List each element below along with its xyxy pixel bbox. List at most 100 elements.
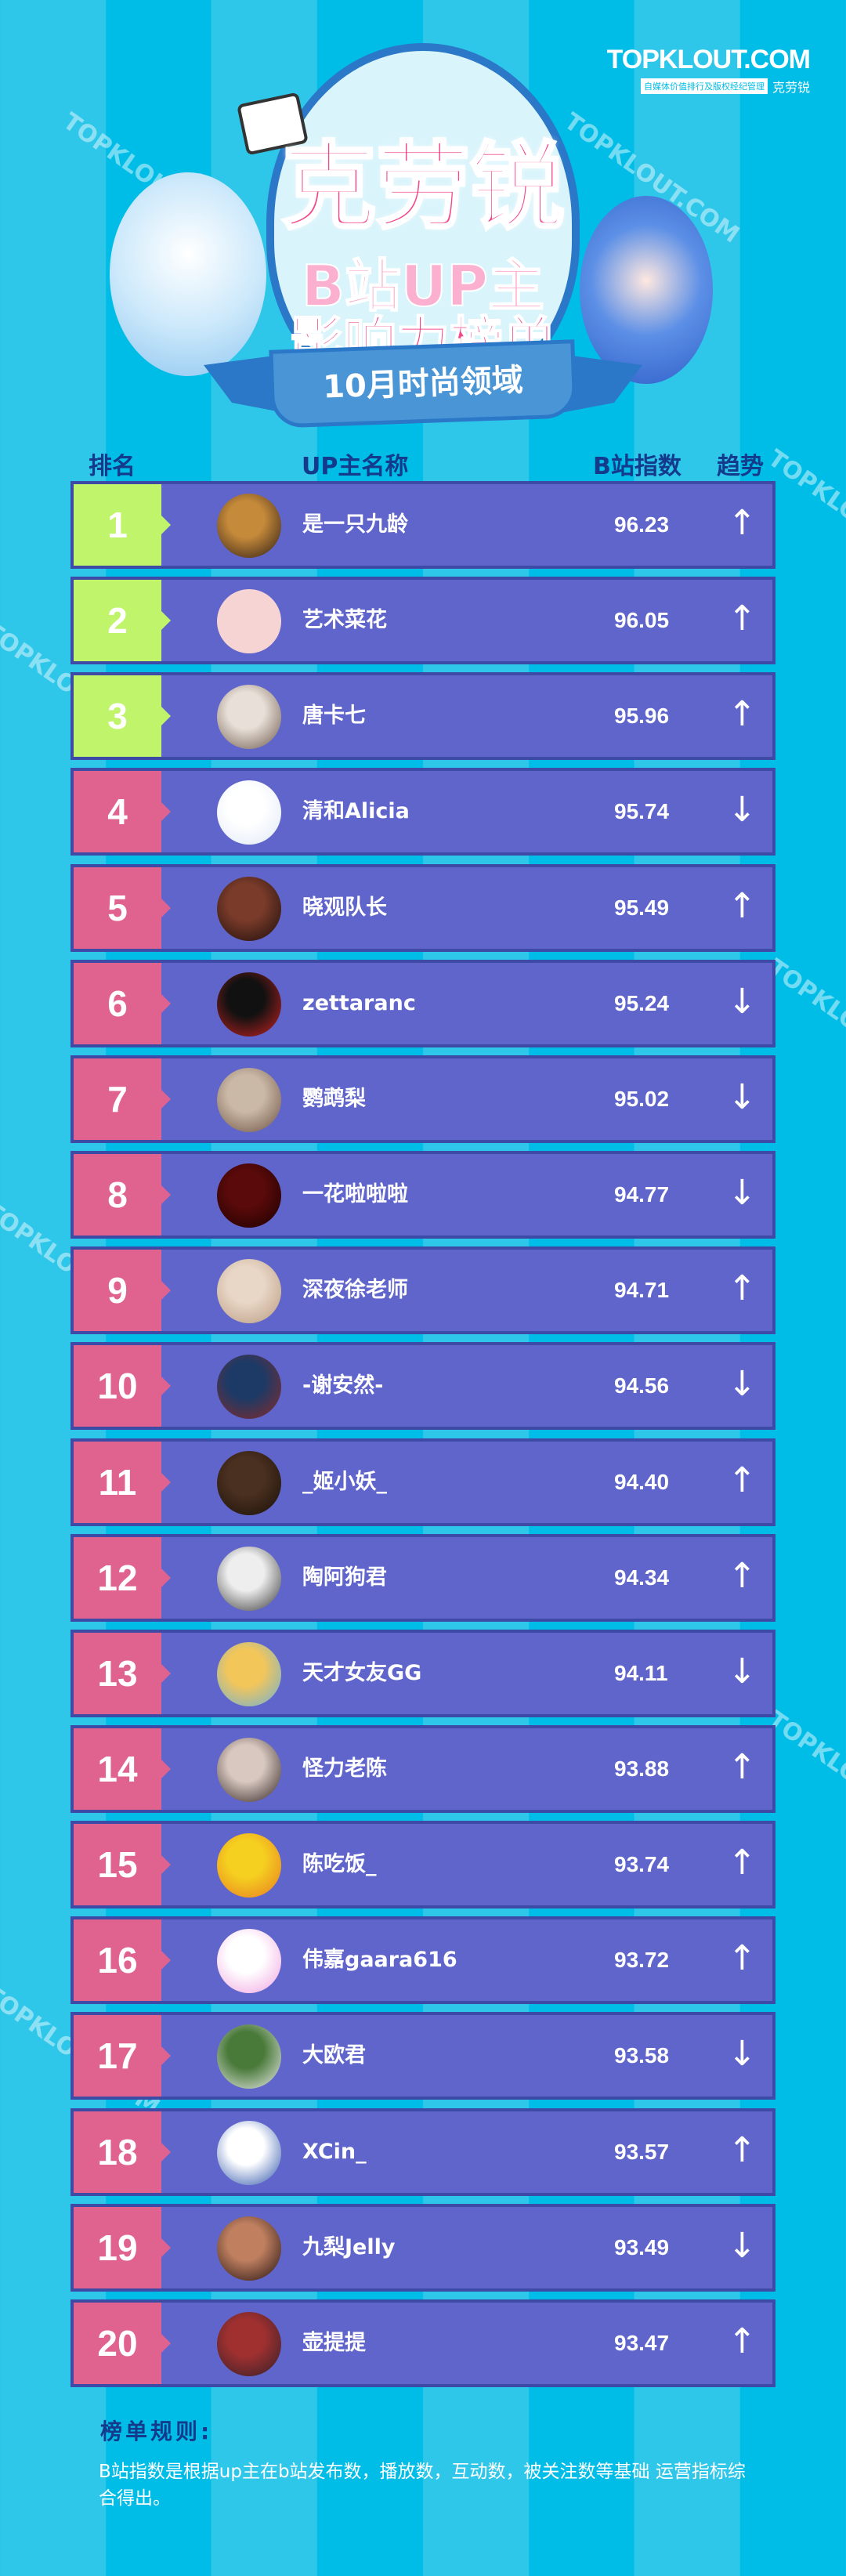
- mascot-right: [580, 196, 713, 384]
- avatar: [217, 1450, 281, 1515]
- rank-badge: 15: [74, 1824, 171, 1906]
- arrow-up-icon: ↑: [728, 885, 757, 926]
- avatar: [217, 1067, 281, 1132]
- rank-badge: 2: [74, 580, 171, 662]
- arrow-up-icon: ↑: [728, 2321, 757, 2361]
- up-name: -谢安然-: [302, 1373, 384, 1398]
- avatar: [217, 589, 281, 654]
- brand-tagline: 自媒体价值排行及版权经纪管理: [640, 78, 768, 94]
- arrow-down-icon: ↓: [728, 2034, 757, 2075]
- table-row: 2 艺术菜花 96.05 ↑: [70, 577, 776, 665]
- bilibili-index: 95.49: [614, 895, 670, 920]
- arrow-up-icon: ↑: [728, 694, 757, 735]
- arrow-up-icon: ↑: [728, 2129, 757, 2170]
- bilibili-index: 93.47: [614, 2330, 670, 2355]
- avatar: [217, 1259, 281, 1324]
- avatar: [217, 1641, 281, 1706]
- rank-badge: 11: [74, 1441, 171, 1523]
- up-name: 是一只九龄: [302, 512, 408, 537]
- hero-subtitle: B站UP主: [301, 253, 545, 319]
- table-row: 1 是一只九龄 96.23 ↑: [70, 481, 776, 569]
- rank-badge: 6: [74, 962, 171, 1044]
- table-row: 10 -谢安然- 94.56 ↓: [70, 1342, 776, 1431]
- table-row: 12 陶阿狗君 94.34 ↑: [70, 1533, 776, 1622]
- avatar: [217, 685, 281, 750]
- hero-title: 克劳锐: [280, 133, 566, 242]
- up-name: 一花啦啦啦: [302, 1182, 408, 1207]
- bilibili-index: 94.11: [614, 1660, 668, 1685]
- up-name: 陈吃饭_: [302, 1852, 377, 1877]
- rank-badge: 12: [74, 1536, 171, 1619]
- bilibili-index: 94.71: [614, 1278, 670, 1303]
- arrow-down-icon: ↓: [728, 1651, 757, 1691]
- up-name: 晓观队长: [302, 895, 387, 920]
- table-row: 7 鹦鹉梨 95.02 ↓: [70, 1055, 776, 1143]
- up-name: 伟嘉gaara616: [302, 1948, 457, 1973]
- brand-name: 克劳锐: [772, 80, 810, 95]
- up-name: XCin_: [302, 2139, 367, 2164]
- bilibili-index: 93.72: [614, 1948, 670, 1973]
- table-row: 14 怪力老陈 93.88 ↑: [70, 1724, 776, 1813]
- up-name: 鹦鹉梨: [302, 1086, 366, 1111]
- avatar: [217, 2024, 281, 2089]
- bilibili-index: 95.24: [614, 990, 670, 1015]
- bilibili-index: 95.96: [614, 704, 670, 729]
- mascot-left: [110, 172, 266, 376]
- table-row: 11 _姬小妖_ 94.40 ↑: [70, 1438, 776, 1526]
- arrow-down-icon: ↓: [728, 981, 757, 1022]
- rank-badge: 8: [74, 1154, 171, 1236]
- up-name: _姬小妖_: [302, 1469, 387, 1494]
- column-header-index: B站指数: [593, 453, 682, 480]
- table-row: 16 伟嘉gaara616 93.72 ↑: [70, 1916, 776, 2005]
- avatar: [217, 971, 281, 1037]
- rank-badge: 16: [74, 1919, 171, 2002]
- bilibili-index: 94.56: [614, 1373, 670, 1398]
- bilibili-index: 93.88: [614, 1756, 670, 1781]
- up-name: 唐卡七: [302, 704, 366, 729]
- up-name: 九梨Jelly: [302, 2234, 396, 2259]
- brand-logo-text: TOPKLOUT.COM: [606, 45, 811, 74]
- arrow-down-icon: ↓: [728, 1173, 757, 1214]
- rank-badge: 18: [74, 2111, 171, 2193]
- table-row: 5 晓观队长 95.49 ↑: [70, 863, 776, 952]
- rank-badge: 7: [74, 1058, 171, 1140]
- rank-badge: 1: [74, 484, 171, 566]
- arrow-up-icon: ↑: [728, 1268, 757, 1309]
- avatar: [217, 1737, 281, 1802]
- arrow-up-icon: ↑: [728, 1746, 757, 1787]
- rank-badge: 3: [74, 675, 171, 758]
- avatar: [217, 1355, 281, 1420]
- rank-badge: 19: [74, 2206, 171, 2288]
- table-row: 20 壶提提 93.47 ↑: [70, 2299, 776, 2387]
- arrow-up-icon: ↑: [728, 1555, 757, 1596]
- table-row: 4 清和Alicia 95.74 ↓: [70, 768, 776, 856]
- rules-text: B站指数是根据up主在b站发布数，播放数，互动数，被关注数等基础 运营指标综合得…: [99, 2462, 746, 2509]
- rank-badge: 20: [74, 2302, 171, 2384]
- avatar: [217, 1546, 281, 1611]
- up-name: 深夜徐老师: [302, 1278, 408, 1303]
- table-row: 15 陈吃饭_ 93.74 ↑: [70, 1821, 776, 1909]
- bilibili-index: 93.58: [614, 2043, 670, 2068]
- bilibili-index: 94.34: [614, 1565, 670, 1590]
- rank-badge: 17: [74, 2015, 171, 2097]
- rank-badge: 13: [74, 1632, 171, 1714]
- up-name: 怪力老陈: [302, 1756, 387, 1781]
- bilibili-index: 96.23: [614, 512, 670, 537]
- rules-title: 榜单规则:: [100, 2419, 213, 2444]
- bilibili-index: 93.57: [614, 2139, 670, 2164]
- bilibili-index: 94.77: [614, 1182, 670, 1207]
- column-header-name: UP主名称: [302, 453, 409, 480]
- up-name: zettaranc: [302, 990, 416, 1015]
- bilibili-index: 95.74: [614, 799, 670, 824]
- column-header-trend: 趋势: [717, 453, 764, 480]
- bilibili-index: 95.02: [614, 1086, 670, 1111]
- brand-logo: TOPKLOUT.COM 自媒体价值排行及版权经纪管理 克劳锐: [602, 45, 811, 96]
- up-name: 天才女友GG: [302, 1660, 422, 1685]
- table-row: 17 大欧君 93.58 ↓: [70, 2012, 776, 2100]
- bilibili-index: 93.49: [614, 2234, 670, 2259]
- arrow-up-icon: ↑: [728, 1460, 757, 1500]
- avatar: [217, 1833, 281, 1898]
- avatar: [217, 876, 281, 941]
- table-row: 18 XCin_ 93.57 ↑: [70, 2107, 776, 2196]
- category-ribbon: 10月时尚领域: [269, 339, 577, 429]
